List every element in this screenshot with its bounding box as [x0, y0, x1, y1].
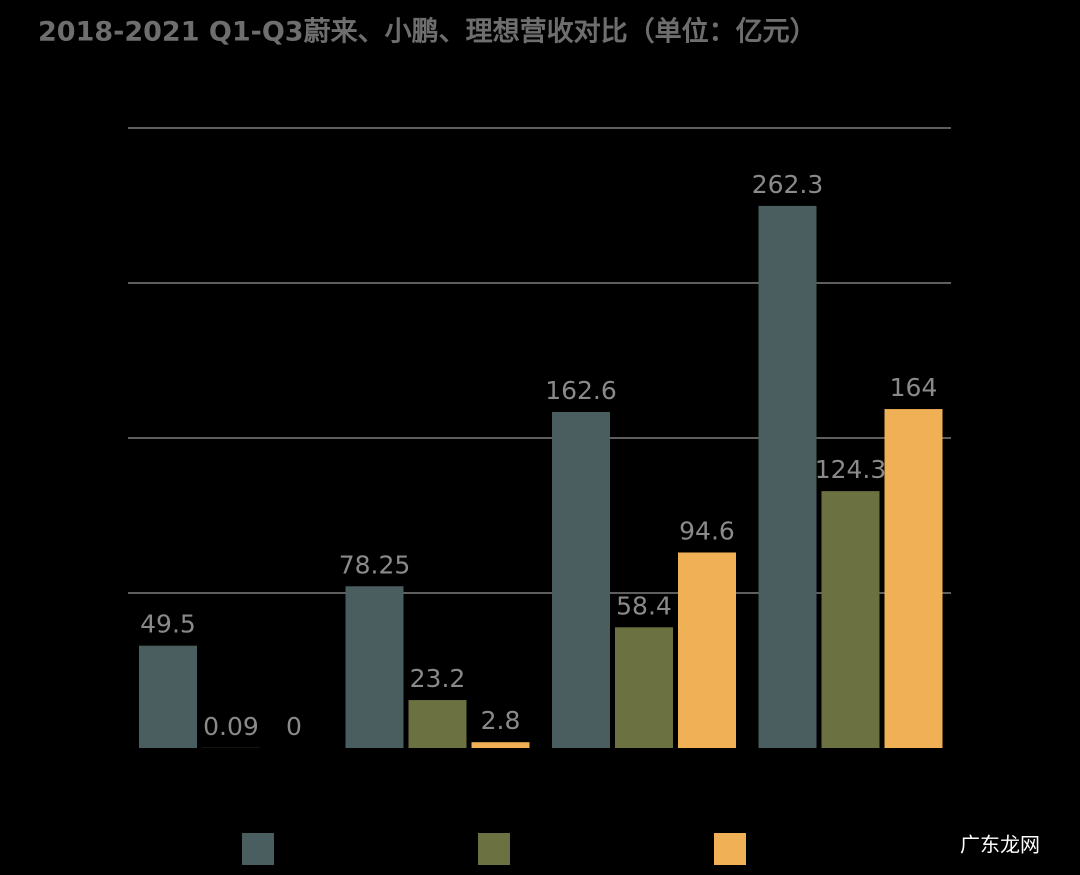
bar	[678, 552, 736, 748]
legend-swatch	[242, 833, 274, 865]
data-label: 78.25	[339, 550, 411, 579]
bar	[884, 409, 943, 748]
data-label: 49.5	[140, 610, 196, 639]
data-label: 94.6	[679, 516, 735, 545]
data-label: 124.3	[815, 455, 887, 484]
bar	[552, 411, 610, 748]
bar	[821, 491, 880, 748]
watermark: 广东龙网	[960, 833, 1040, 857]
data-label: 2.8	[481, 706, 521, 735]
legend-swatch	[478, 833, 510, 865]
bar	[408, 700, 467, 748]
bar	[139, 645, 197, 748]
bar	[758, 205, 817, 748]
bar	[471, 742, 530, 748]
bar	[345, 586, 404, 748]
data-label: 162.6	[545, 376, 617, 405]
data-label: 0	[286, 712, 302, 741]
data-label: 23.2	[410, 664, 466, 693]
legend-swatch	[714, 833, 746, 865]
data-label: 262.3	[752, 170, 824, 199]
data-label: 0.09	[203, 712, 259, 741]
data-label: 164	[890, 373, 938, 402]
data-label: 58.4	[616, 591, 672, 620]
bar	[615, 627, 673, 748]
chart-title: 2018-2021 Q1-Q3蔚来、小鹏、理想营收对比（单位：亿元）	[38, 16, 817, 48]
